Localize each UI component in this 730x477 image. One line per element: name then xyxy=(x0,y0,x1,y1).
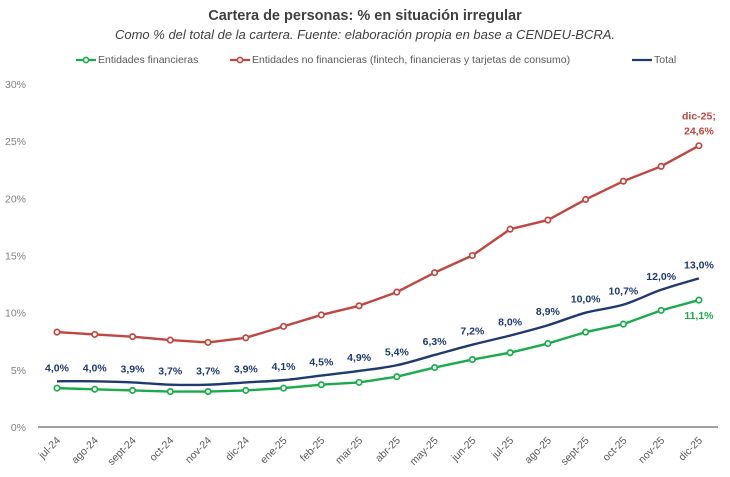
legend: Entidades financieras Entidades no finan… xyxy=(0,54,730,70)
data-point xyxy=(582,328,590,336)
chart-subtitle: Como % del total de la cartera. Fuente: … xyxy=(114,27,616,42)
data-label-total: 3,7% xyxy=(158,366,183,378)
data-point xyxy=(355,302,363,310)
data-point xyxy=(242,386,250,394)
data-point xyxy=(431,363,439,372)
data-point xyxy=(431,269,439,277)
y-tick-label: 30% xyxy=(5,79,26,91)
data-point xyxy=(166,388,174,396)
data-label-total: 10,7% xyxy=(609,286,639,298)
x-tick-label: may-25 xyxy=(407,435,440,468)
data-label-total: 4,0% xyxy=(45,362,70,374)
data-point xyxy=(128,386,137,394)
x-tick-label: mar-25 xyxy=(333,435,365,467)
data-point xyxy=(506,225,514,233)
data-point xyxy=(53,384,61,392)
x-tick-label: nov-25 xyxy=(636,435,667,466)
data-point xyxy=(128,333,137,341)
data-label-total: 8,0% xyxy=(498,317,523,329)
y-tick-label: 5% xyxy=(11,365,26,377)
data-point xyxy=(91,330,99,338)
x-tick-label: oct-24 xyxy=(147,435,176,464)
data-point xyxy=(619,320,627,328)
data-label-financieras: 11,1% xyxy=(684,310,714,322)
data-label-total: 4,5% xyxy=(309,357,334,369)
x-tick-label: jul-25 xyxy=(489,435,516,462)
data-label-total: 10,0% xyxy=(571,294,601,306)
x-tick-label: feb-25 xyxy=(298,435,328,465)
series-line-1 xyxy=(56,144,700,344)
x-tick-label: ago-25 xyxy=(522,435,554,467)
legend-line-blue-icon xyxy=(632,58,652,62)
legend-label: Entidades no financieras (fintech, finan… xyxy=(252,54,571,66)
data-label-total: 3,7% xyxy=(196,366,221,378)
legend-item-entidades-no-financieras: Entidades no financieras (fintech, finan… xyxy=(230,54,570,66)
series-line-0 xyxy=(56,298,700,393)
y-tick-label: 0% xyxy=(11,422,26,434)
data-point xyxy=(544,216,552,224)
data-label-total: 6,3% xyxy=(423,336,448,348)
data-point xyxy=(695,296,703,304)
data-label-total: 4,0% xyxy=(83,362,108,374)
data-point xyxy=(393,373,401,381)
data-point xyxy=(317,381,325,389)
data-point xyxy=(468,355,476,364)
data-point xyxy=(242,334,250,342)
data-label-total: 3,9% xyxy=(121,363,146,375)
data-point xyxy=(619,177,627,185)
data-point xyxy=(280,322,288,330)
x-tick-label: jul-24 xyxy=(36,435,63,462)
x-tick-label: sept-24 xyxy=(105,435,138,468)
data-point xyxy=(53,328,61,336)
y-tick-label: 15% xyxy=(5,251,26,263)
x-tick-label: ago-24 xyxy=(69,435,101,467)
data-point xyxy=(317,311,325,319)
data-point xyxy=(695,142,703,150)
data-point xyxy=(204,338,212,346)
data-point xyxy=(355,378,363,386)
data-label-no-financieras: dic-25; xyxy=(682,111,716,123)
legend-label: Total xyxy=(654,54,677,66)
legend-label: Entidades financieras xyxy=(98,54,199,66)
y-tick-label: 25% xyxy=(5,136,26,148)
legend-marker-green-icon xyxy=(76,56,96,64)
x-tick-label: jun-25 xyxy=(449,435,479,465)
data-label-total: 8,9% xyxy=(536,306,561,318)
data-label-total: 4,9% xyxy=(347,352,372,364)
x-tick-label: sept-25 xyxy=(559,435,592,468)
legend-item-entidades-financieras: Entidades financieras xyxy=(76,54,198,66)
data-label-total: 12,0% xyxy=(646,271,676,283)
data-point xyxy=(506,349,514,357)
data-label-no-financieras: 24,6% xyxy=(684,126,714,138)
data-point xyxy=(657,306,665,314)
x-tick-label: dic-24 xyxy=(223,435,252,464)
data-point xyxy=(166,336,174,344)
x-tick-label: ene-25 xyxy=(258,435,290,467)
data-label-total: 4,1% xyxy=(272,361,297,373)
data-point xyxy=(393,288,401,296)
data-label-total: 3,9% xyxy=(234,363,259,375)
x-tick-label: abr-25 xyxy=(373,435,403,465)
data-point xyxy=(468,251,476,260)
data-point xyxy=(280,384,288,392)
data-label-total: 7,2% xyxy=(460,326,485,338)
data-label-total: 13,0% xyxy=(684,259,714,271)
x-tick-label: oct-25 xyxy=(600,435,629,464)
x-tick-label: nov-24 xyxy=(183,435,214,466)
data-point xyxy=(657,162,665,170)
x-tick-label: dic-25 xyxy=(676,435,705,464)
data-point xyxy=(204,388,212,396)
series-line-2 xyxy=(56,277,700,387)
y-tick-label: 10% xyxy=(5,308,26,320)
data-label-total: 5,4% xyxy=(385,346,410,358)
legend-marker-red-icon xyxy=(230,56,250,64)
data-point xyxy=(91,385,99,393)
data-point xyxy=(582,195,590,204)
y-tick-label: 20% xyxy=(5,193,26,205)
legend-item-total: Total xyxy=(632,54,676,66)
data-point xyxy=(544,339,552,348)
chart-title: Cartera de personas: % en situación irre… xyxy=(208,8,522,24)
